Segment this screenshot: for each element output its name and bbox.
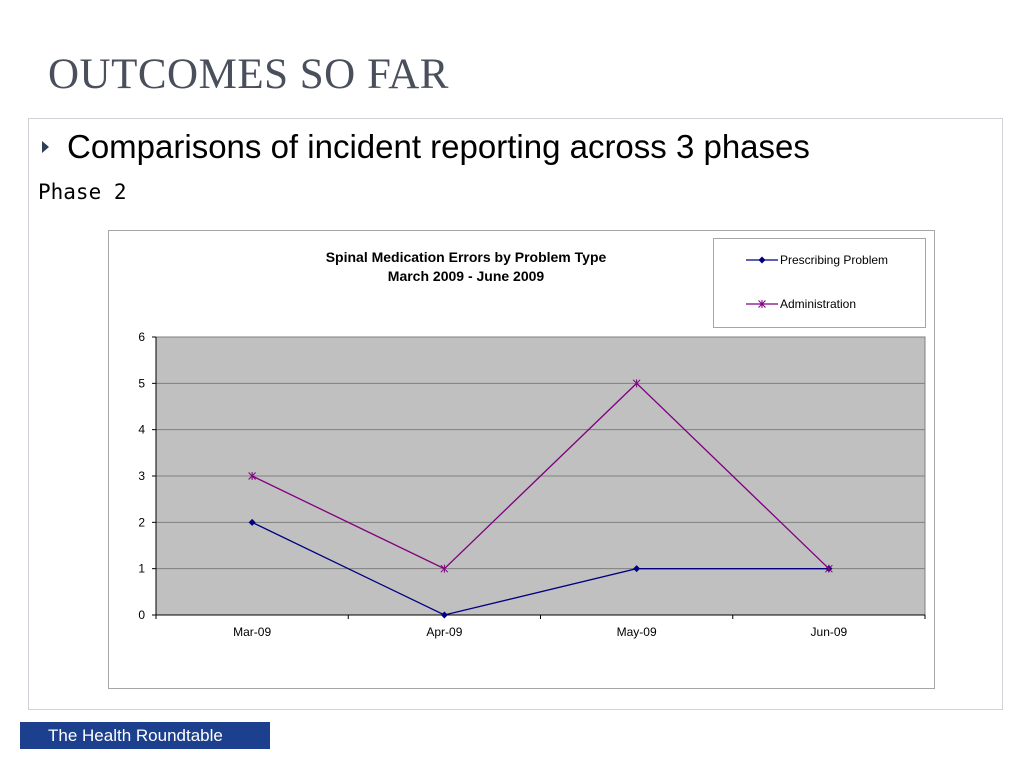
legend-item-administration: Administration xyxy=(746,297,856,311)
data-point-administration xyxy=(440,564,449,573)
y-tick-label: 2 xyxy=(138,515,145,529)
chart-title: Spinal Medication Errors by Problem Type… xyxy=(120,248,812,286)
data-point-administration xyxy=(632,379,641,388)
legend-item-prescribing: Prescribing Problem xyxy=(746,253,888,267)
y-tick-label: 6 xyxy=(138,330,145,344)
legend-star-marker-icon xyxy=(746,300,778,308)
slide-title: OUTCOMES SO FAR xyxy=(48,51,449,98)
chart-title-line-1: Spinal Medication Errors by Problem Type xyxy=(325,249,607,265)
legend-label-prescribing: Prescribing Problem xyxy=(780,253,889,267)
y-tick-label: 0 xyxy=(138,608,145,622)
legend-diamond-marker-icon xyxy=(746,256,778,264)
y-tick-label: 1 xyxy=(138,562,145,576)
bullet-text: Comparisons of incident reporting across… xyxy=(67,128,810,165)
data-point-prescribing xyxy=(440,611,448,619)
series-line-prescribing xyxy=(251,521,829,616)
legend-label-administration: Administration xyxy=(780,297,857,311)
chart-legend: Prescribing Problem Administration xyxy=(713,238,926,328)
bullet-row: Comparisons of incident reporting across… xyxy=(42,127,810,167)
y-tick-label: 3 xyxy=(138,469,145,483)
phase-label: Phase 2 xyxy=(38,180,127,204)
chart-title-line-2: March 2009 - June 2009 xyxy=(387,268,545,284)
y-tick-label: 4 xyxy=(138,423,145,437)
data-point-administration xyxy=(248,472,256,480)
bullet-arrow-icon xyxy=(42,141,49,153)
x-tick-label: May-09 xyxy=(617,625,657,639)
x-tick-label: Mar-09 xyxy=(233,625,271,639)
y-tick-label: 5 xyxy=(138,376,145,390)
footer-brand: The Health Roundtable xyxy=(20,722,270,749)
x-tick-label: Jun-09 xyxy=(811,625,848,639)
data-point-prescribing xyxy=(248,518,256,526)
data-point-administration xyxy=(825,564,833,573)
x-tick-label: Apr-09 xyxy=(426,625,462,639)
content-frame xyxy=(28,118,1003,710)
data-point-prescribing xyxy=(633,565,641,573)
series-line-administration xyxy=(251,382,830,570)
